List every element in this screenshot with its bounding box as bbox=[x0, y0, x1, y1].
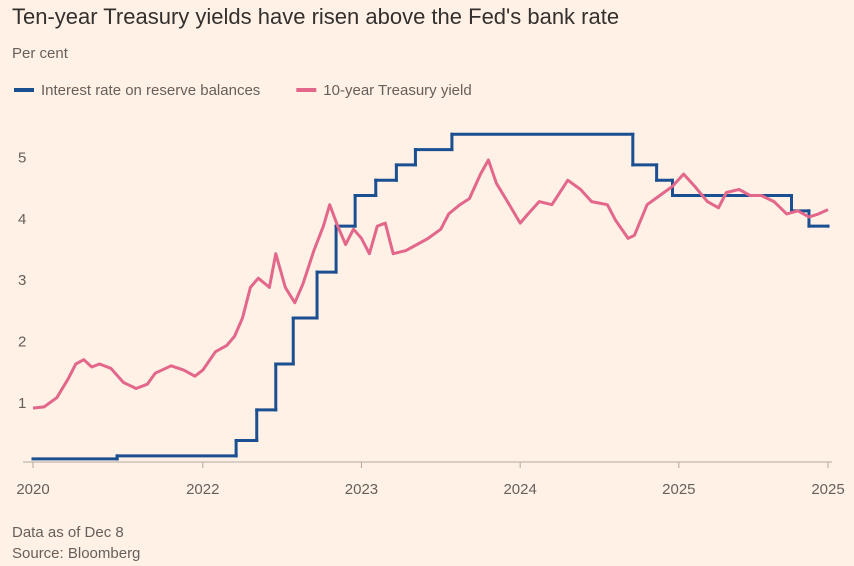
subtitle: Per cent bbox=[12, 45, 69, 62]
x-tick-label: 2024 bbox=[503, 481, 536, 498]
chart-title: Ten-year Treasury yields have risen abov… bbox=[12, 4, 619, 29]
x-tick-label: 2020 bbox=[16, 481, 49, 498]
x-tick-label: 2025 bbox=[662, 481, 695, 498]
x-tick-label: 2022 bbox=[186, 481, 219, 498]
series-line bbox=[32, 158, 829, 410]
note: Data as of Dec 8 bbox=[12, 524, 124, 541]
source: Source: Bloomberg bbox=[12, 545, 140, 562]
legend-label: 10-year Treasury yield bbox=[323, 82, 471, 99]
y-tick-label: 5 bbox=[18, 150, 26, 167]
x-tick-label: 2023 bbox=[345, 481, 378, 498]
x-tick-label: 2025 bbox=[811, 481, 844, 498]
y-tick-label: 1 bbox=[18, 395, 26, 412]
legend-label: Interest rate on reserve balances bbox=[41, 82, 260, 99]
y-tick-label: 2 bbox=[18, 334, 26, 351]
y-tick-label: 4 bbox=[18, 211, 26, 228]
y-tick-label: 3 bbox=[18, 272, 26, 289]
